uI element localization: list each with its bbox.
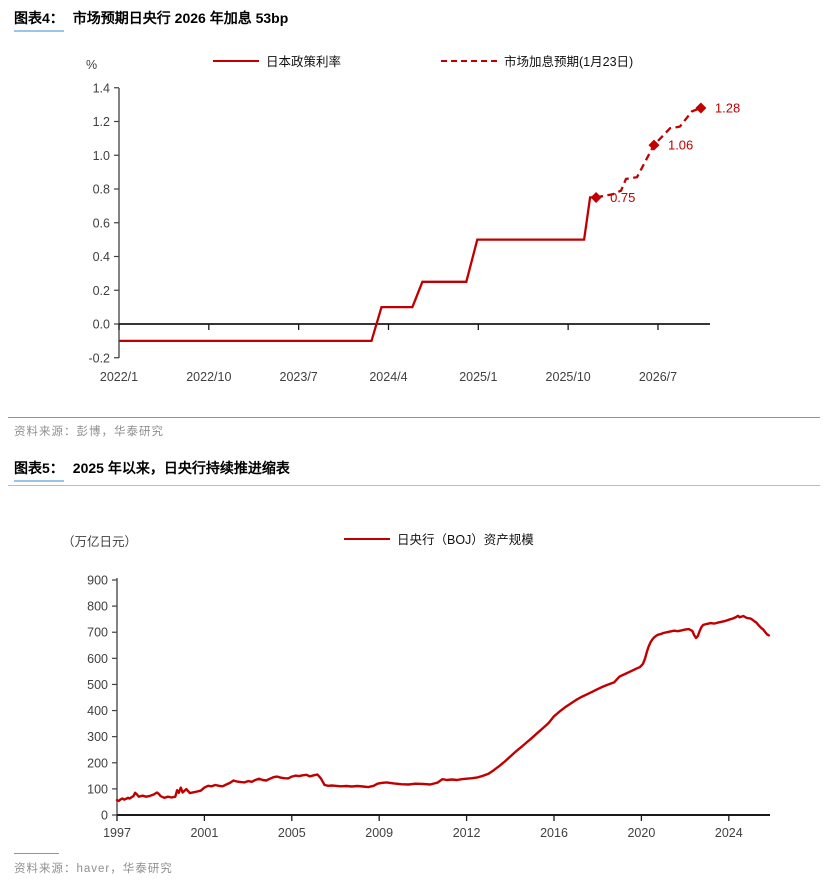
legend-item-hike-expectation: 市场加息预期(1月23日): [441, 51, 633, 70]
x-tick-label: 2024/4: [369, 370, 407, 384]
y-tick-label: -0.2: [88, 351, 110, 365]
y-tick-label: 0: [101, 809, 108, 823]
x-tick-label: 2020: [627, 826, 655, 840]
legend-item-policy-rate: 日本政策利率: [213, 51, 341, 70]
x-axis: 2022/1 2022/10 2023/7 2024/4 2025/1 2025/10 20…: [100, 323, 710, 384]
x-tick-label: 2025/1: [459, 370, 497, 384]
x-tick-label: 2001: [190, 826, 218, 840]
y-tick-label: 0.8: [93, 183, 110, 197]
y-tick-label: 1.2: [93, 115, 110, 129]
x-tick-label: 2016: [540, 826, 568, 840]
policy-rate-line: [119, 196, 597, 343]
dashed-line-swatch: [441, 59, 498, 62]
boj-balance-sheet-chart: 0 100 200 300 400 500 600 700 800 900 1997 2001 2005…: [87, 574, 770, 840]
solid-line-swatch: [213, 59, 259, 62]
figure4-source-note: 资料来源：彭博，华泰研究: [14, 426, 164, 438]
hike-expectation-line: [595, 106, 702, 199]
y-axis: -0.2 0.0 0.2 0.4 0.6 0.8 1.0 1.2 1.4: [88, 81, 120, 365]
legend-item-boj-assets: 日央行（BOJ）资产规模: [344, 529, 534, 548]
figure5-legend: 日央行（BOJ）资产规模: [344, 529, 534, 548]
x-tick-label: 2023/7: [280, 370, 318, 384]
y-tick-label: 0.0: [93, 318, 110, 332]
figure4-unit-label: %: [86, 58, 98, 72]
figure4-label: 图表4：: [14, 8, 64, 32]
marker-diamond: [590, 191, 602, 203]
figure4-legend: 日本政策利率 市场加息预期(1月23日): [213, 51, 633, 70]
x-tick-label: 1997: [103, 826, 131, 840]
x-tick-label: 2009: [365, 826, 393, 840]
y-tick-label: 0.2: [93, 284, 110, 298]
solid-line-swatch: [344, 537, 390, 540]
y-tick-label: 900: [87, 574, 108, 588]
marker-label: 1.06: [668, 138, 693, 153]
y-tick-label: 1.0: [93, 149, 110, 163]
figure5-label: 图表5：: [14, 458, 64, 482]
x-tick-label: 2025/10: [546, 370, 591, 384]
figure5-title-row: 图表5： 2025 年以来，日央行持续推进缩表: [14, 458, 290, 482]
y-tick-label: 400: [87, 704, 108, 718]
marker-diamond: [648, 139, 660, 151]
y-tick-label: 800: [87, 600, 108, 614]
x-axis: 1997 2001 2005 2009 2012 2016 2020 2024: [103, 814, 770, 840]
marker-label: 1.28: [715, 101, 740, 116]
figure5-footer-divider: [14, 853, 59, 854]
legend-label-boj-assets: 日央行（BOJ）资产规模: [397, 533, 534, 547]
x-tick-label: 2012: [453, 826, 481, 840]
x-tick-label: 2005: [278, 826, 306, 840]
y-tick-label: 0.4: [93, 250, 110, 264]
y-tick-label: 500: [87, 678, 108, 692]
y-tick-label: 1.4: [93, 81, 110, 95]
x-tick-label: 2022/10: [186, 370, 231, 384]
y-tick-label: 600: [87, 652, 108, 666]
y-tick-label: 700: [87, 626, 108, 640]
figure5-source-note: 资料来源：haver，华泰研究: [14, 863, 173, 875]
x-tick-label: 2026/7: [639, 370, 677, 384]
figure4-footer-divider: [8, 417, 820, 418]
y-tick-label: 100: [87, 782, 108, 796]
figure5-unit-label: （万亿日元）: [62, 535, 138, 549]
figure5-title-divider: [8, 485, 820, 486]
marker-diamond: [695, 102, 707, 114]
x-tick-label: 2024: [715, 826, 743, 840]
y-tick-label: 300: [87, 730, 108, 744]
y-tick-label: 0.6: [93, 216, 110, 230]
figure4-heading: 市场预期日央行 2026 年加息 53bp: [72, 10, 289, 26]
figure4-title-row: 图表4： 市场预期日央行 2026 年加息 53bp: [14, 8, 288, 32]
legend-label-hike-expectation: 市场加息预期(1月23日): [504, 55, 634, 69]
boj-assets-line: [115, 614, 770, 803]
figure5-heading: 2025 年以来，日央行持续推进缩表: [72, 460, 290, 476]
marker-label: 0.75: [610, 190, 635, 205]
legend-label-policy-rate: 日本政策利率: [266, 55, 342, 69]
x-tick-label: 2022/1: [100, 370, 138, 384]
y-tick-label: 200: [87, 756, 108, 770]
y-axis: 0 100 200 300 400 500 600 700 800 900: [87, 574, 118, 823]
